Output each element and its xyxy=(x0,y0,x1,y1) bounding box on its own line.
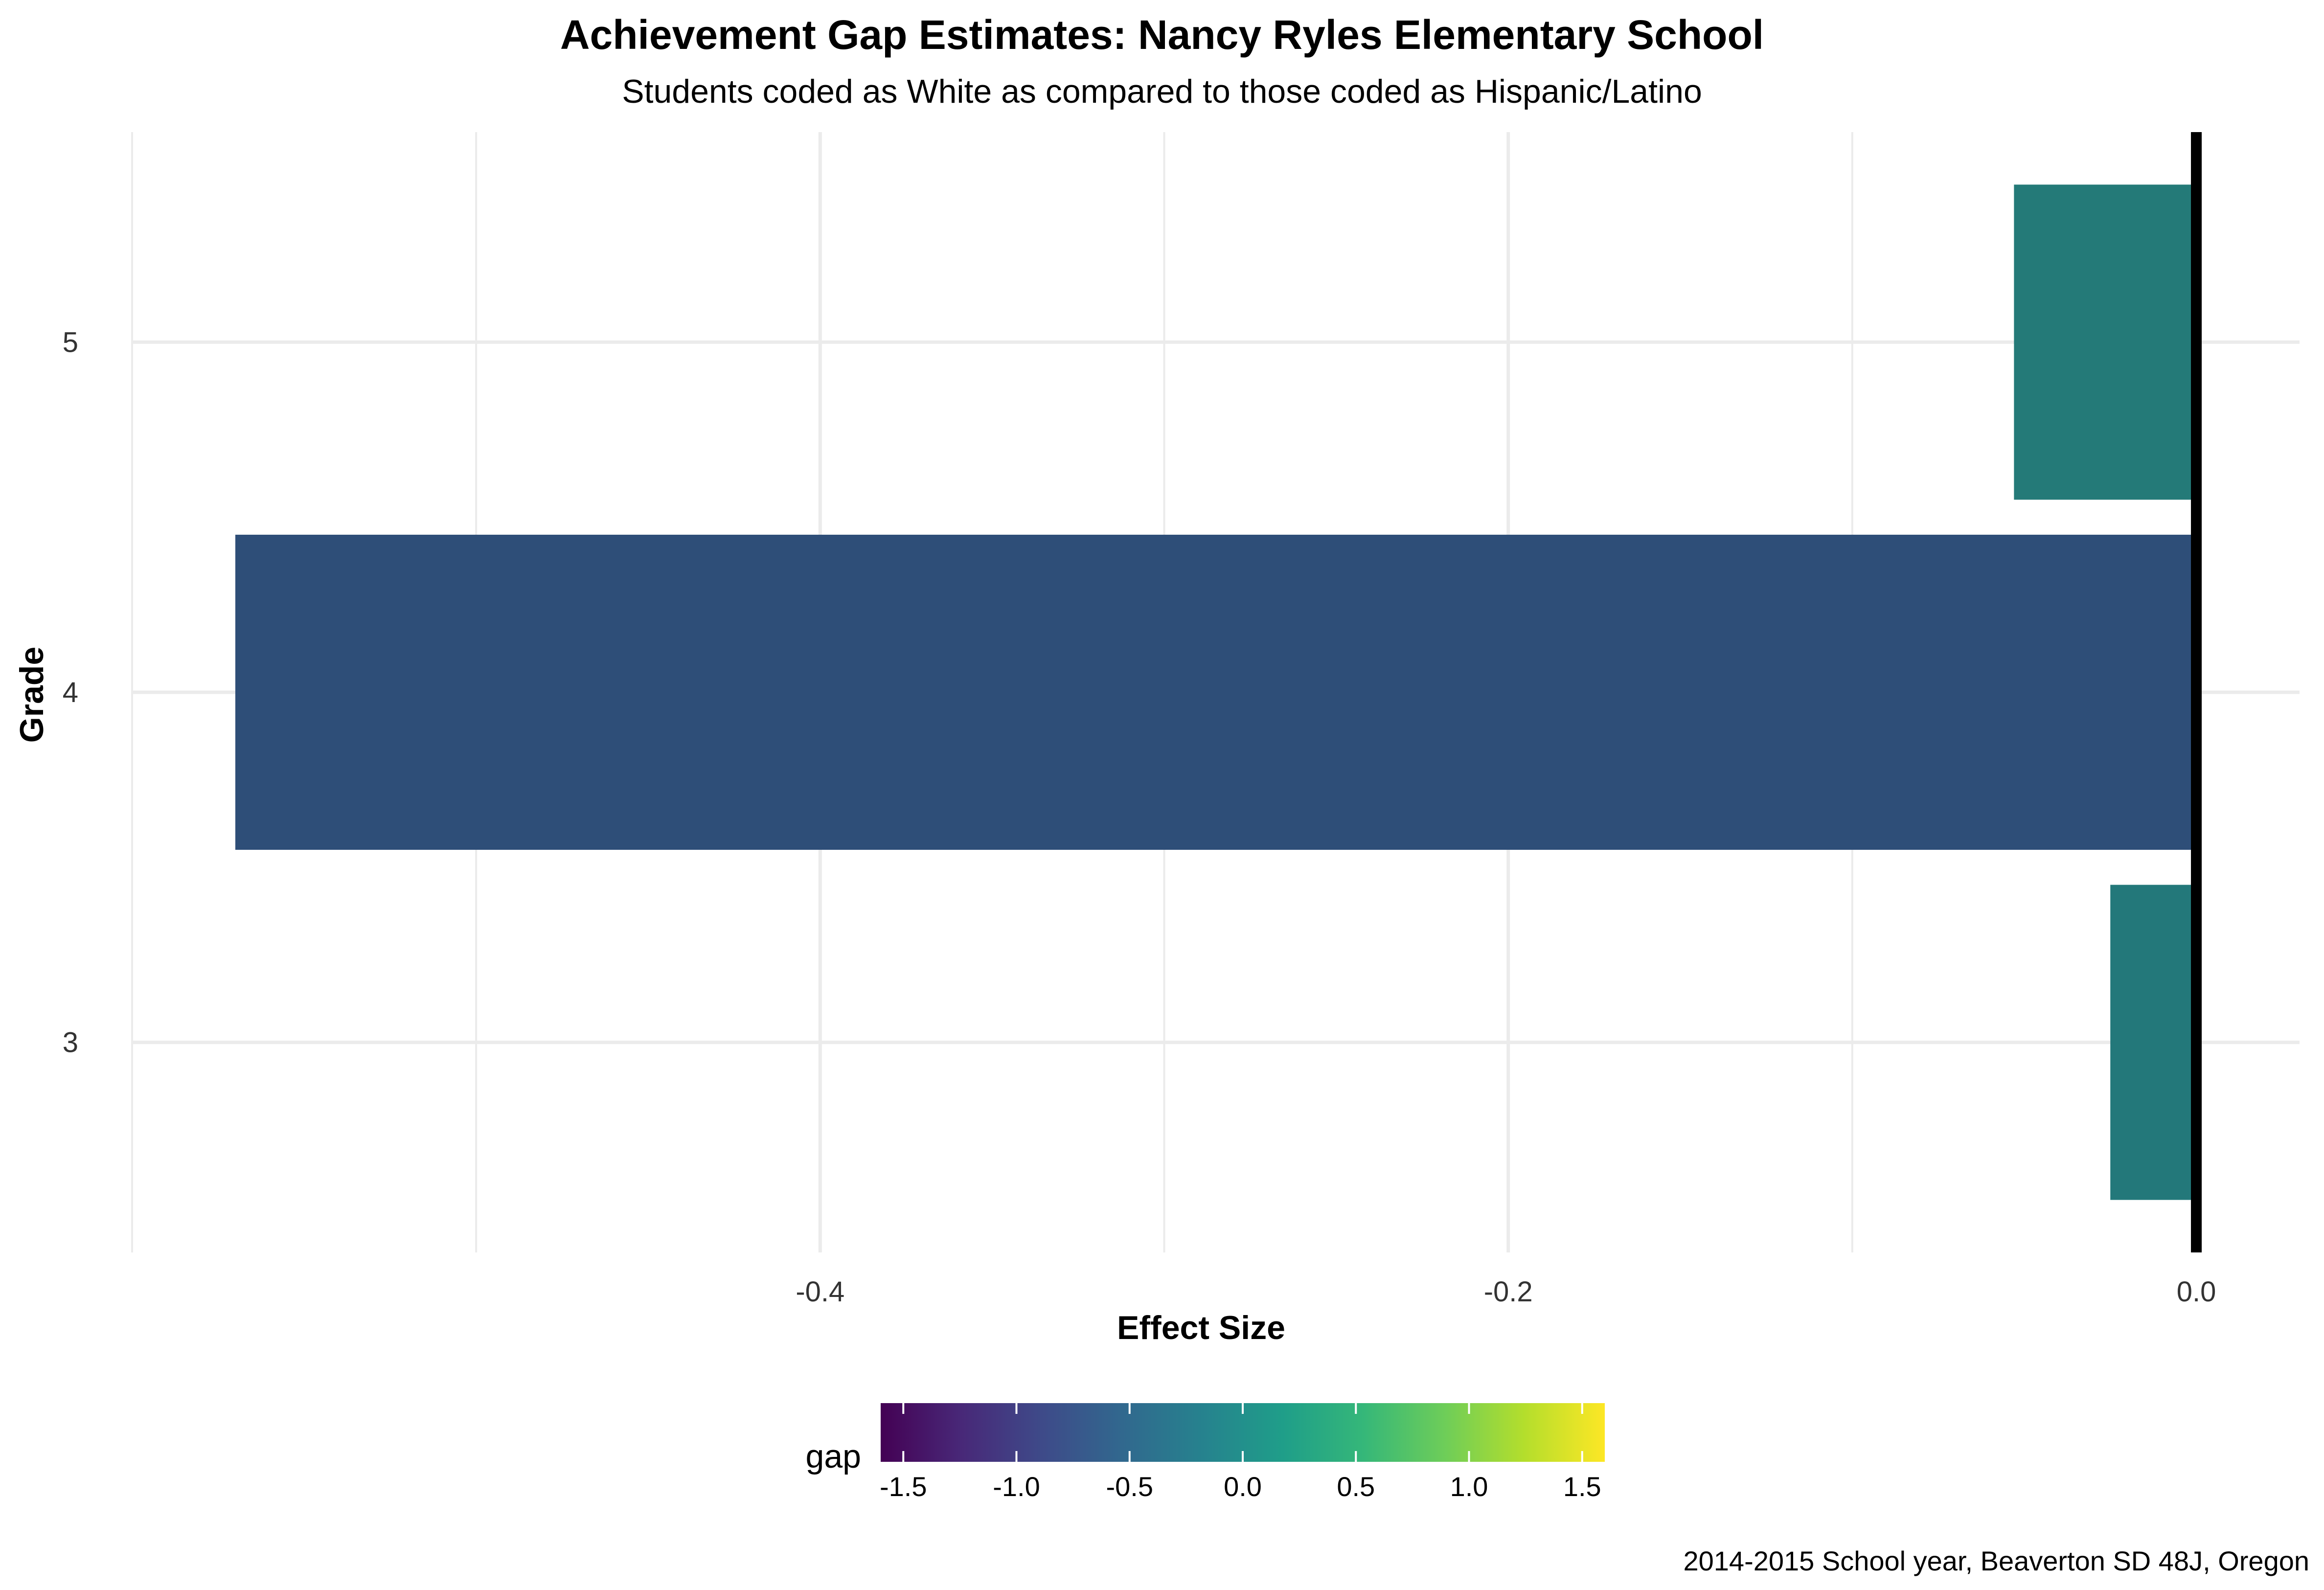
y-axis-ticks: 3 4 5 xyxy=(63,326,78,1058)
bar-grade-3 xyxy=(2110,885,2197,1200)
chart-caption: 2014-2015 School year, Beaverton SD 48J,… xyxy=(1684,1545,2310,1576)
y-tick-label: 4 xyxy=(63,677,78,708)
y-tick-label: 5 xyxy=(63,326,78,358)
chart-subtitle: Students coded as White as compared to t… xyxy=(622,73,1702,110)
legend-tick-label: 0.5 xyxy=(1337,1471,1375,1502)
legend-tick-label: 0.0 xyxy=(1224,1471,1262,1502)
legend-tick-label: -0.5 xyxy=(1106,1471,1154,1502)
y-tick-label: 3 xyxy=(63,1027,78,1059)
bars xyxy=(235,184,2197,1200)
x-axis-title: Effect Size xyxy=(1117,1309,1285,1346)
color-legend: gap -1.5 -1.0 -0.5 0.0 0.5 1.0 1.5 xyxy=(806,1403,1605,1502)
y-axis-title: Grade xyxy=(13,647,50,743)
x-axis-ticks: -0.4 -0.2 0.0 xyxy=(796,1276,2216,1308)
legend-tick-label: -1.5 xyxy=(880,1471,927,1502)
legend-tick-label: 1.0 xyxy=(1450,1471,1488,1502)
legend-ticks: -1.5 -1.0 -0.5 0.0 0.5 1.0 1.5 xyxy=(880,1403,1601,1502)
chart-title: Achievement Gap Estimates: Nancy Ryles E… xyxy=(560,12,1764,58)
x-tick-label: -0.4 xyxy=(796,1276,844,1308)
bar-grade-4 xyxy=(235,534,2197,850)
legend-title: gap xyxy=(806,1438,861,1475)
legend-tick-label: -1.0 xyxy=(993,1471,1040,1502)
bar-grade-5 xyxy=(2014,184,2197,500)
x-tick-label: -0.2 xyxy=(1484,1276,1533,1308)
legend-tick-label: 1.5 xyxy=(1563,1471,1601,1502)
x-tick-label: 0.0 xyxy=(2177,1276,2216,1308)
